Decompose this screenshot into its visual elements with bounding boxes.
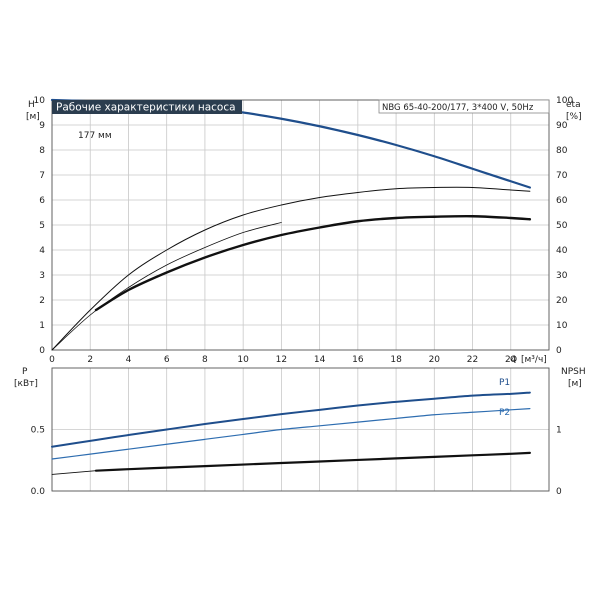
npsh-axis-label: NPSH [561, 367, 586, 377]
eta-tick-label: 30 [556, 271, 568, 281]
npsh-tick-label: 0 [556, 487, 562, 497]
chart-title: Рабочие характеристики насоса [56, 102, 236, 114]
upper-plot-frame [51, 99, 550, 351]
eta-tick-label: 70 [556, 171, 568, 181]
tick-layer: 0 2 4 6 8 10 12 14 16 18 20 22 240123456789100102030… [31, 96, 574, 497]
p-axis-label: P [22, 367, 28, 377]
h-tick-label: 3 [39, 271, 45, 281]
frame-layer [51, 99, 550, 492]
eta-tick-label: 80 [556, 146, 568, 156]
p2-series-label: P2 [499, 408, 510, 418]
h-tick-label: 2 [39, 296, 45, 306]
eta-tick-label: 20 [556, 296, 568, 306]
lower-series-npsh-2 [94, 451, 531, 472]
h-tick-label: 1 [39, 321, 45, 331]
q-axis-unit: [м³/ч] [521, 355, 547, 365]
eta-axis-label: eta [566, 100, 581, 110]
grid-layer [51, 99, 549, 492]
x-tick-label: 14 [314, 355, 326, 365]
eta-tick-label: 10 [556, 321, 568, 331]
impeller-diameter-label: 177 мм [78, 131, 112, 141]
eta-tick-label: 40 [556, 246, 568, 256]
npsh-tick-label: 1 [556, 426, 562, 436]
x-tick-label: 18 [390, 355, 402, 365]
h-axis-label: H [28, 100, 35, 110]
npsh-axis-unit: [м] [568, 379, 582, 389]
eta-tick-label: 50 [556, 221, 568, 231]
x-tick-label: 4 [126, 355, 132, 365]
lower-series-p-1 [51, 407, 531, 460]
p-axis-unit: [кВт] [14, 379, 38, 389]
x-tick-label: 6 [164, 355, 170, 365]
eta-tick-label: 60 [556, 196, 568, 206]
eta-axis-unit: [%] [566, 112, 582, 122]
upper-series-eta-3 [51, 222, 282, 351]
h-tick-label: 10 [34, 96, 46, 106]
eta-tick-label: 90 [556, 121, 568, 131]
h-tick-label: 9 [39, 121, 45, 131]
upper-series-eta-1 [51, 186, 531, 351]
h-tick-label: 0 [39, 346, 45, 356]
title-box [52, 100, 242, 114]
h-axis-unit: [м] [26, 112, 40, 122]
x-tick-label: 20 [429, 355, 441, 365]
x-tick-label: 16 [352, 355, 364, 365]
eta-tick-label: 100 [556, 96, 573, 106]
eta-tick-label: 0 [556, 346, 562, 356]
x-tick-label: 8 [202, 355, 208, 365]
upper-series-eta-2 [94, 214, 532, 312]
x-tick-label: 12 [276, 355, 287, 365]
p-tick-label: 0.5 [31, 426, 45, 436]
q-axis-label: Q [510, 355, 517, 365]
h-tick-label: 6 [39, 196, 45, 206]
lower-series-p-0 [51, 391, 531, 448]
h-tick-label: 7 [39, 171, 45, 181]
h-tick-label: 5 [39, 221, 45, 231]
chart-subtitle: NBG 65-40-200/177, 3*400 V, 50Hz [382, 103, 534, 113]
x-tick-label: 0 [49, 355, 55, 365]
subtitle-box [378, 99, 550, 114]
x-tick-label: 24 [505, 355, 517, 365]
lower-plot-frame [51, 367, 550, 492]
p-tick-label: 0.0 [31, 487, 46, 497]
series-layer [50, 98, 532, 475]
p1-series-label: P1 [499, 378, 510, 388]
h-tick-label: 8 [39, 146, 45, 156]
x-tick-label: 2 [87, 355, 93, 365]
h-tick-label: 4 [39, 246, 45, 256]
x-tick-label: 22 [467, 355, 478, 365]
x-tick-label: 10 [237, 355, 249, 365]
lower-series-npsh-3 [51, 470, 97, 475]
